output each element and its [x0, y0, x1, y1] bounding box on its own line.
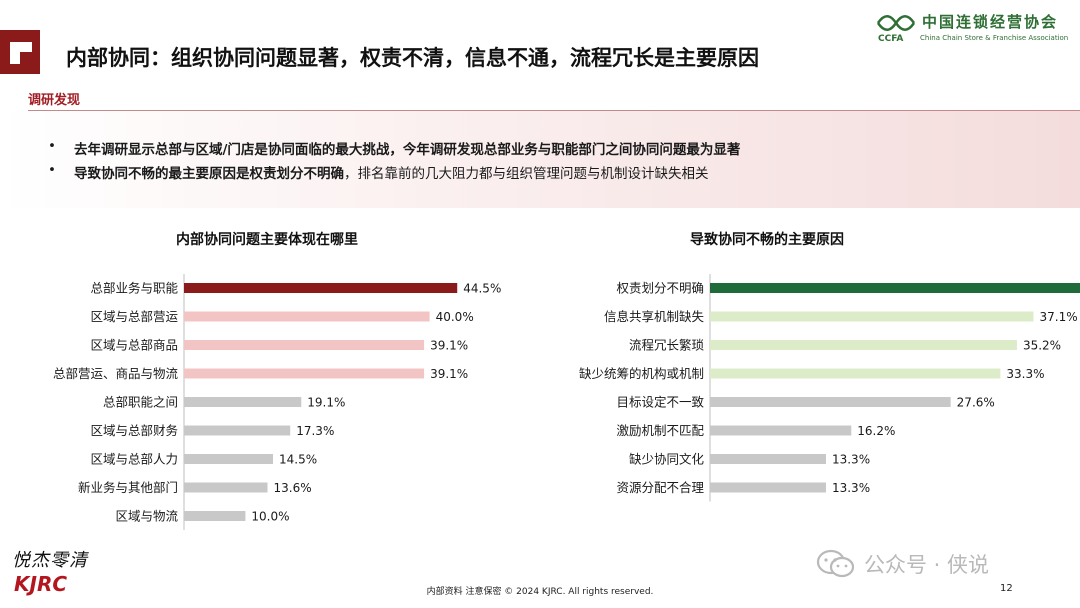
bullet-bold-text: 导致协同不畅的最主要原因是权责划分不明确 — [74, 166, 344, 182]
value-label: 40.0% — [436, 310, 474, 324]
bullet-bold-text: 去年调研显示总部与区域/门店是协同面临的最大挑战，今年调研发现总部业务与职能部门… — [74, 142, 741, 158]
category-label: 缺少统筹的机构或机制 — [579, 366, 704, 381]
bar — [184, 482, 268, 493]
left-chart-title: 内部协同问题主要体现在哪里 — [176, 232, 358, 248]
bar — [184, 397, 302, 407]
footer-copyright: 内部资料 注意保密 © 2024 KJRC. All rights reserv… — [426, 587, 654, 597]
bullet-text: ，排名靠前的几大阻力都与组织管理问题与机制设计缺失相关 — [344, 166, 709, 182]
bar — [710, 425, 852, 436]
value-label: 14.5% — [279, 453, 317, 467]
bar — [184, 454, 274, 464]
bar — [184, 283, 458, 293]
category-label: 区域与总部商品 — [90, 338, 178, 353]
kjrc-signature: 悦杰零清 KJRC — [10, 546, 98, 596]
right-chart-title: 导致协同不畅的主要原因 — [690, 232, 844, 248]
bar — [710, 283, 1080, 293]
category-label: 流程冗长繁琐 — [629, 338, 705, 353]
bar — [710, 454, 826, 464]
category-label: 总部职能之间 — [103, 395, 178, 410]
bar — [184, 425, 291, 436]
bar — [710, 311, 1034, 322]
category-label: 激励机制不匹配 — [616, 423, 704, 438]
value-label: 39.1% — [430, 339, 468, 353]
summary-box — [0, 111, 1080, 208]
ccfa-emblem-icon — [876, 15, 916, 31]
signature-brand: KJRC — [14, 572, 68, 596]
value-label: 33.3% — [1006, 367, 1044, 381]
page-number: 12 — [1000, 583, 1013, 594]
category-label: 新业务与其他部门 — [78, 480, 178, 495]
logo-chinese-name: 中国连锁经营协会 — [922, 13, 1059, 31]
right-bar-chart: 权责划分不明确49.5%信息共享机制缺失37.1%流程冗长繁琐35.2%缺少统筹… — [579, 274, 1080, 502]
category-label: 区域与总部人力 — [90, 452, 178, 467]
logo-english-name: China Chain Store & Franchise Associatio… — [920, 34, 1069, 42]
category-label: 区域与总部营运 — [90, 309, 178, 324]
value-label: 10.0% — [251, 510, 289, 524]
category-label: 信息共享机制缺失 — [604, 309, 705, 324]
corner-mark — [0, 30, 40, 74]
category-label: 区域与总部财务 — [90, 423, 178, 438]
value-label: 37.1% — [1040, 310, 1078, 324]
bar — [710, 397, 951, 407]
value-label: 13.3% — [832, 453, 870, 467]
value-label: 44.5% — [463, 282, 501, 296]
signature-script: 悦杰零清 — [12, 550, 88, 571]
bar — [710, 482, 826, 493]
category-label: 资源分配不合理 — [616, 480, 704, 495]
bullet-marker: • — [48, 162, 56, 178]
logo-abbr: CCFA — [878, 34, 904, 44]
bar — [710, 368, 1001, 379]
bar — [184, 311, 430, 322]
wechat-icon — [816, 549, 855, 578]
category-label: 缺少协同文化 — [629, 452, 705, 467]
watermark-text: 公众号 · 侠说 — [864, 553, 990, 577]
value-label: 35.2% — [1023, 339, 1061, 353]
value-label: 13.6% — [274, 481, 312, 495]
section-divider — [28, 110, 1080, 111]
value-label: 19.1% — [307, 396, 345, 410]
category-label: 总部业务与职能 — [90, 281, 178, 296]
bar — [184, 340, 425, 350]
page-title: 内部协同：组织协同问题显著，权责不清，信息不通，流程冗长是主要原因 — [66, 46, 759, 70]
category-label: 总部营运、商品与物流 — [53, 366, 179, 381]
category-label: 区域与物流 — [115, 509, 178, 524]
value-label: 17.3% — [296, 424, 334, 438]
bullet-marker: • — [48, 138, 56, 154]
category-label: 权责划分不明确 — [616, 281, 704, 296]
value-label: 27.6% — [957, 396, 995, 410]
ccfa-logo: 中国连锁经营协会 CCFA China Chain Store & Franch… — [876, 10, 1072, 44]
bar — [184, 511, 246, 521]
section-label: 调研发现 — [28, 93, 81, 108]
left-bar-chart: 总部业务与职能 44.5% 区域与总部营运 40.0% 区域与总部商品 39.1% 总部营运… — [53, 274, 501, 530]
bar — [710, 340, 1017, 350]
category-label: 目标设定不一致 — [616, 395, 704, 410]
value-label: 39.1% — [430, 367, 468, 381]
bar — [184, 368, 425, 379]
value-label: 16.2% — [857, 424, 895, 438]
value-label: 13.3% — [832, 481, 870, 495]
